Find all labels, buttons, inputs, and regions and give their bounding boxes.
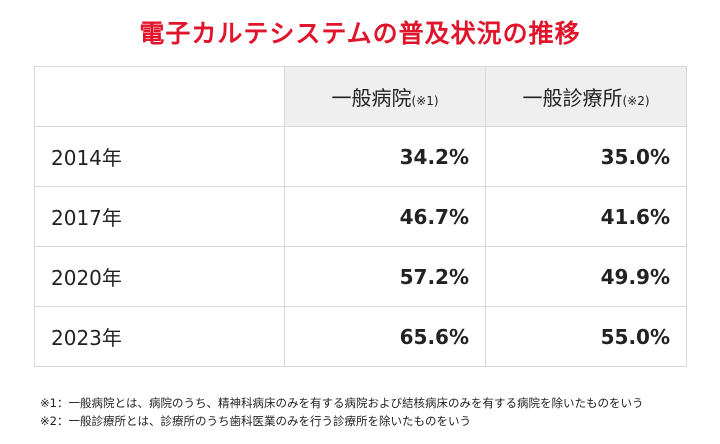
- hospital-value-cell: 34.2%: [284, 126, 486, 187]
- year-cell: 2023年: [34, 306, 285, 367]
- hospital-value-cell: 46.7%: [284, 186, 486, 247]
- header-label: 一般診療所: [522, 86, 623, 110]
- year-cell: 2014年: [34, 126, 285, 187]
- clinic-value-cell: 49.9%: [485, 246, 687, 307]
- page-title: 電子カルテシステムの普及状況の推移: [139, 19, 581, 48]
- header-label: 一般病院: [331, 86, 412, 110]
- adoption-table: 一般病院(※1) 一般診療所(※2) 2014年 34.2% 35.0% 201…: [34, 66, 687, 367]
- table-row: 2023年 65.6% 55.0%: [34, 306, 687, 367]
- header-note: (※2): [622, 94, 650, 108]
- footnote-hospital: ※1：一般病院とは、病院のうち、精神科病床のみを有する病院および結核病床のみを有…: [40, 396, 644, 410]
- footnotes: ※1：一般病院とは、病院のうち、精神科病床のみを有する病院および結核病床のみを有…: [40, 394, 710, 430]
- table-row: 2014年 34.2% 35.0%: [34, 126, 687, 187]
- clinic-value-cell: 35.0%: [485, 126, 687, 187]
- table-row: 2017年 46.7% 41.6%: [34, 186, 687, 247]
- header-corner-cell: [34, 66, 285, 127]
- year-cell: 2017年: [34, 186, 285, 247]
- hospital-value-cell: 65.6%: [284, 306, 486, 367]
- header-general-hospital: 一般病院(※1): [284, 66, 486, 127]
- clinic-value-cell: 55.0%: [485, 306, 687, 367]
- footnote-clinic: ※2：一般診療所とは、診療所のうち歯科医業のみを行う診療所を除いたものをいう: [40, 414, 471, 428]
- hospital-value-cell: 57.2%: [284, 246, 486, 307]
- year-cell: 2020年: [34, 246, 285, 307]
- header-note: (※1): [411, 94, 439, 108]
- header-general-clinic: 一般診療所(※2): [485, 66, 687, 127]
- clinic-value-cell: 41.6%: [485, 186, 687, 247]
- table-header-row: 一般病院(※1) 一般診療所(※2): [34, 66, 687, 127]
- table-row: 2020年 57.2% 49.9%: [34, 246, 687, 307]
